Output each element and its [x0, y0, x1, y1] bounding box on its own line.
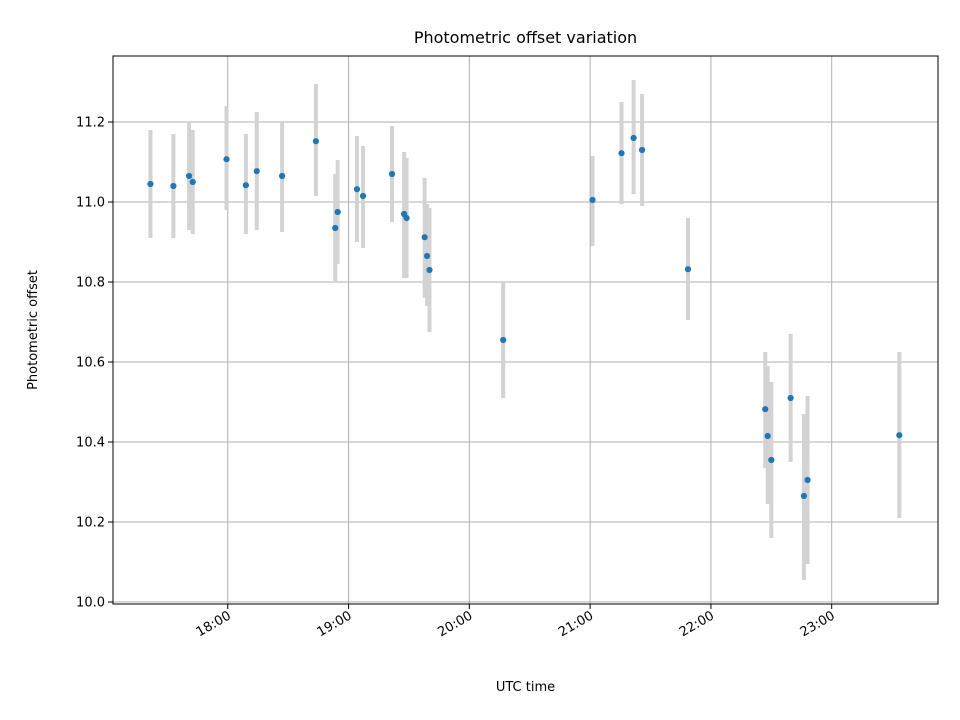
y-axis-ticks: 10.0 10.2 10.4 10.6 10.8 11.0 11.2	[76, 116, 113, 611]
data-point	[332, 224, 339, 232]
data-point	[804, 476, 811, 484]
x-tick-label: 21:00	[556, 608, 596, 640]
data-point	[764, 432, 771, 440]
data-point	[896, 432, 903, 439]
data-point	[618, 150, 625, 157]
y-tick-label: 10.8	[76, 276, 105, 291]
data-point	[426, 266, 433, 274]
y-tick-label: 11.0	[76, 196, 105, 211]
y-tick-label: 10.4	[76, 436, 105, 451]
x-tick-label: 18:00	[194, 608, 234, 640]
data-point	[242, 182, 249, 189]
data-point	[147, 180, 154, 188]
data-point	[421, 234, 428, 241]
x-tick-label: 20:00	[435, 608, 475, 640]
x-tick-label: 23:00	[798, 608, 838, 640]
data-point	[223, 156, 230, 163]
data-point	[388, 170, 396, 178]
data-point	[334, 208, 341, 216]
data-point	[800, 492, 808, 500]
x-tick-label: 19:00	[315, 608, 355, 640]
x-axis-label: UTC time	[496, 680, 555, 695]
data-point	[279, 172, 286, 180]
data-point	[638, 146, 646, 154]
data-point	[768, 456, 775, 464]
data-point	[403, 214, 410, 222]
error-bars	[148, 80, 902, 580]
grid	[113, 56, 938, 604]
y-tick-label: 11.2	[76, 116, 105, 131]
x-axis-ticks: 18:00 19:00 20:00 21:00 22:00 23:00	[194, 604, 838, 640]
data-point	[684, 266, 692, 273]
y-tick-label: 10.0	[76, 596, 105, 611]
y-tick-label: 10.6	[76, 356, 105, 371]
data-point	[353, 186, 361, 193]
data-point	[630, 134, 637, 142]
data-point	[359, 192, 367, 200]
plot-frame	[112, 55, 939, 605]
y-axis-label: Photometric offset	[26, 270, 41, 390]
data-point	[762, 406, 769, 413]
data-point	[170, 182, 177, 190]
data-point	[253, 168, 260, 175]
data-point	[189, 178, 196, 186]
data-point	[185, 172, 193, 180]
data-point	[500, 336, 507, 344]
data-points	[147, 134, 903, 500]
data-point	[787, 394, 794, 402]
y-tick-label: 10.2	[76, 516, 105, 531]
chart-title: Photometric offset variation	[414, 28, 637, 47]
data-point	[312, 138, 320, 145]
data-point	[423, 252, 431, 260]
x-tick-label: 22:00	[677, 608, 717, 640]
data-point	[589, 196, 596, 204]
